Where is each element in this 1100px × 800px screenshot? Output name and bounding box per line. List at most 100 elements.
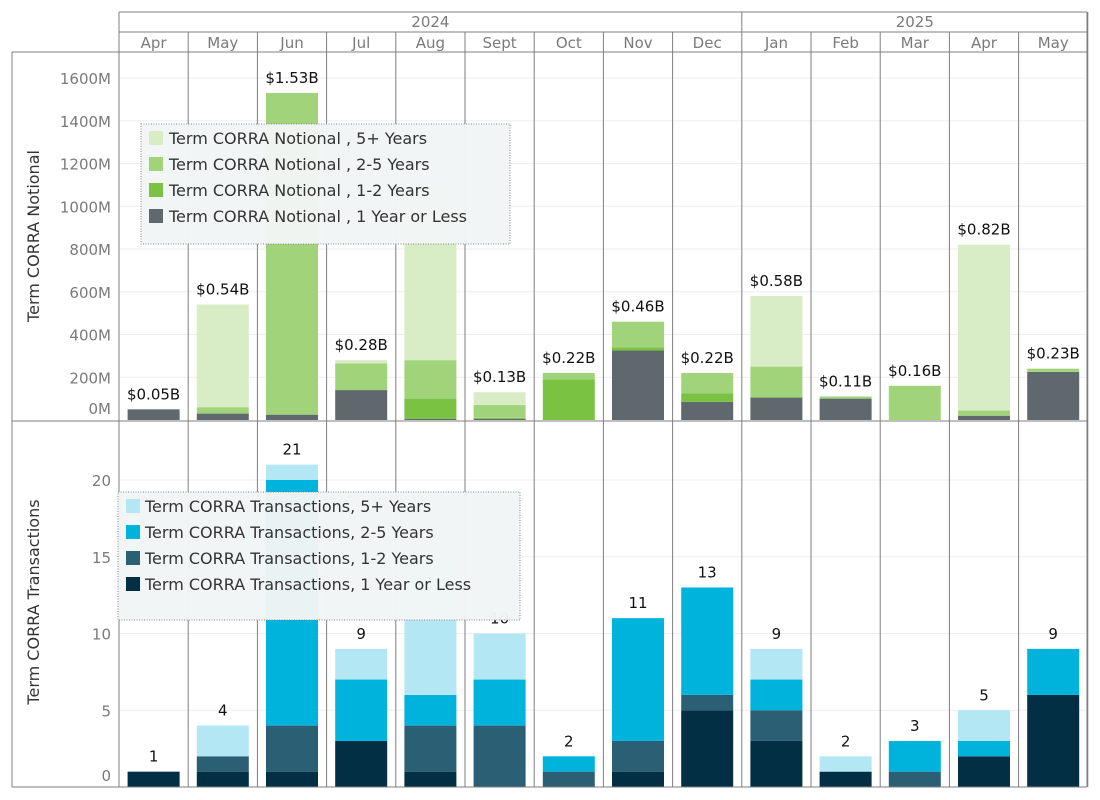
transactions-bar-aug-series-0: [404, 771, 457, 787]
notional-bar-sept-series-1: [473, 417, 526, 419]
transactions-bar-dec-series-0: [681, 710, 734, 787]
transactions-ytick-label: 15: [92, 549, 111, 567]
notional-total-label: $0.22B: [542, 349, 595, 367]
notional-bar-jan-series-3: [750, 296, 803, 367]
notional-total-label: $0.05B: [127, 385, 180, 403]
transactions-bar-feb-series-0: [819, 771, 872, 787]
notional-bar-oct-series-1: [542, 379, 595, 420]
notional-legend-label: Term CORRA Notional , 2-5 Years: [168, 155, 430, 174]
month-header-jan: Jan: [764, 34, 788, 52]
month-header-feb: Feb: [832, 34, 859, 52]
month-header-nov: Nov: [623, 34, 652, 52]
transactions-total-label: 5: [979, 686, 989, 704]
transactions-bar-sept-series-1: [473, 725, 526, 787]
transactions-total-label: 21: [282, 441, 301, 459]
month-header-jul: Jul: [351, 34, 370, 52]
notional-bar-apr-series-0: [958, 415, 1010, 420]
transactions-bar-mar-series-2: [888, 740, 941, 772]
transactions-bar-sept-series-2: [473, 679, 526, 726]
transactions-legend-label: Term CORRA Transactions, 2-5 Years: [144, 523, 434, 542]
notional-legend-label: Term CORRA Notional , 1 Year or Less: [168, 207, 467, 226]
month-header-sept: Sept: [483, 34, 517, 52]
notional-bar-aug-series-1: [404, 398, 457, 419]
transactions-legend: [117, 491, 521, 621]
transactions-ytick-label: 5: [101, 702, 111, 720]
transactions-bar-jul-series-2: [335, 679, 388, 741]
notional-bar-may-series-2: [1027, 368, 1080, 372]
notional-legend-swatch: [149, 131, 163, 145]
transactions-ytick-label: 10: [92, 626, 111, 644]
notional-ytick-label: 1400M: [60, 113, 111, 131]
transactions-total-label: 2: [564, 732, 574, 750]
month-header-dec: Dec: [693, 34, 722, 52]
transactions-bar-may-series-1: [196, 756, 249, 772]
transactions-legend-swatch: [126, 551, 140, 565]
month-header-apr: Apr: [141, 34, 168, 52]
transactions-bar-apr-series-0: [127, 771, 180, 787]
notional-bar-dec-series-0: [681, 401, 734, 420]
notional-ytick-label: 1200M: [60, 156, 111, 174]
notional-bar-dec-series-1: [681, 393, 734, 402]
transactions-total-label: 9: [356, 625, 366, 643]
transactions-total-label: 4: [218, 702, 228, 720]
notional-total-label: $0.22B: [681, 349, 734, 367]
transactions-legend-swatch: [126, 525, 140, 539]
transactions-bar-jan-series-1: [750, 710, 803, 741]
transactions-bar-nov-series-2: [612, 618, 664, 741]
notional-bar-apr-series-0: [127, 409, 180, 420]
notional-bar-jul-series-0: [335, 390, 388, 420]
notional-bar-apr-series-2: [958, 410, 1010, 416]
notional-total-label: $0.28B: [335, 336, 388, 354]
transactions-total-label: 2: [841, 732, 851, 750]
transactions-bar-feb-series-3: [819, 756, 872, 772]
year-header-2025: 2025: [896, 13, 934, 31]
transactions-legend-label: Term CORRA Transactions, 5+ Years: [144, 497, 431, 516]
notional-ytick-label: 800M: [69, 241, 111, 259]
notional-legend-swatch: [149, 157, 163, 171]
notional-ytick-label: 200M: [69, 369, 111, 387]
notional-bar-nov-series-2: [612, 321, 664, 348]
notional-bar-sept-series-0: [473, 418, 526, 420]
transactions-bar-jul-series-3: [335, 648, 388, 680]
notional-total-label: $0.13B: [473, 368, 526, 386]
transactions-legend-label: Term CORRA Transactions, 1 Year or Less: [144, 575, 471, 594]
year-header-2024: 2024: [411, 13, 449, 31]
notional-legend-label: Term CORRA Notional , 1-2 Years: [168, 181, 430, 200]
notional-legend-swatch: [149, 183, 163, 197]
month-header-aug: Aug: [416, 34, 445, 52]
notional-bar-feb-series-0: [819, 398, 872, 420]
transactions-total-label: 9: [772, 625, 782, 643]
notional-bar-may-series-0: [196, 413, 249, 420]
notional-total-label: $0.16B: [888, 362, 941, 380]
transactions-legend-swatch: [126, 499, 140, 513]
notional-bar-nov-series-1: [612, 347, 664, 351]
transactions-bar-jun-series-3: [266, 464, 318, 480]
transactions-total-label: 1: [149, 748, 159, 766]
transactions-bar-may-series-3: [196, 725, 249, 757]
month-header-jun: Jun: [279, 34, 303, 52]
transactions-bar-jul-series-0: [335, 740, 388, 787]
transactions-bar-jan-series-3: [750, 648, 803, 680]
transactions-bar-may-series-2: [1027, 648, 1080, 695]
notional-ytick-label: 0M: [89, 400, 112, 418]
notional-bar-jun-series-0: [266, 414, 318, 420]
notional-bar-nov-series-0: [612, 350, 664, 420]
notional-bar-sept-series-2: [473, 405, 526, 418]
transactions-bar-aug-series-1: [404, 725, 457, 772]
notional-bar-oct-series-2: [542, 372, 595, 380]
transactions-bar-dec-series-2: [681, 587, 734, 695]
transactions-bar-apr-series-3: [958, 710, 1010, 741]
notional-bar-jan-series-2: [750, 366, 803, 398]
notional-bar-aug-series-0: [404, 418, 457, 420]
month-header-may: May: [207, 34, 238, 52]
transactions-bar-dec-series-1: [681, 694, 734, 711]
notional-total-label: $0.46B: [611, 298, 664, 316]
month-header-may: May: [1038, 34, 1069, 52]
transactions-bar-mar-series-1: [888, 771, 941, 787]
transactions-bar-aug-series-2: [404, 694, 457, 726]
notional-legend-swatch: [149, 209, 163, 223]
notional-y-axis-title: Term CORRA Notional: [24, 150, 43, 323]
notional-bar-apr-series-3: [958, 244, 1010, 411]
transactions-bar-nov-series-1: [612, 740, 664, 772]
transactions-ytick-label: 0: [101, 767, 111, 785]
